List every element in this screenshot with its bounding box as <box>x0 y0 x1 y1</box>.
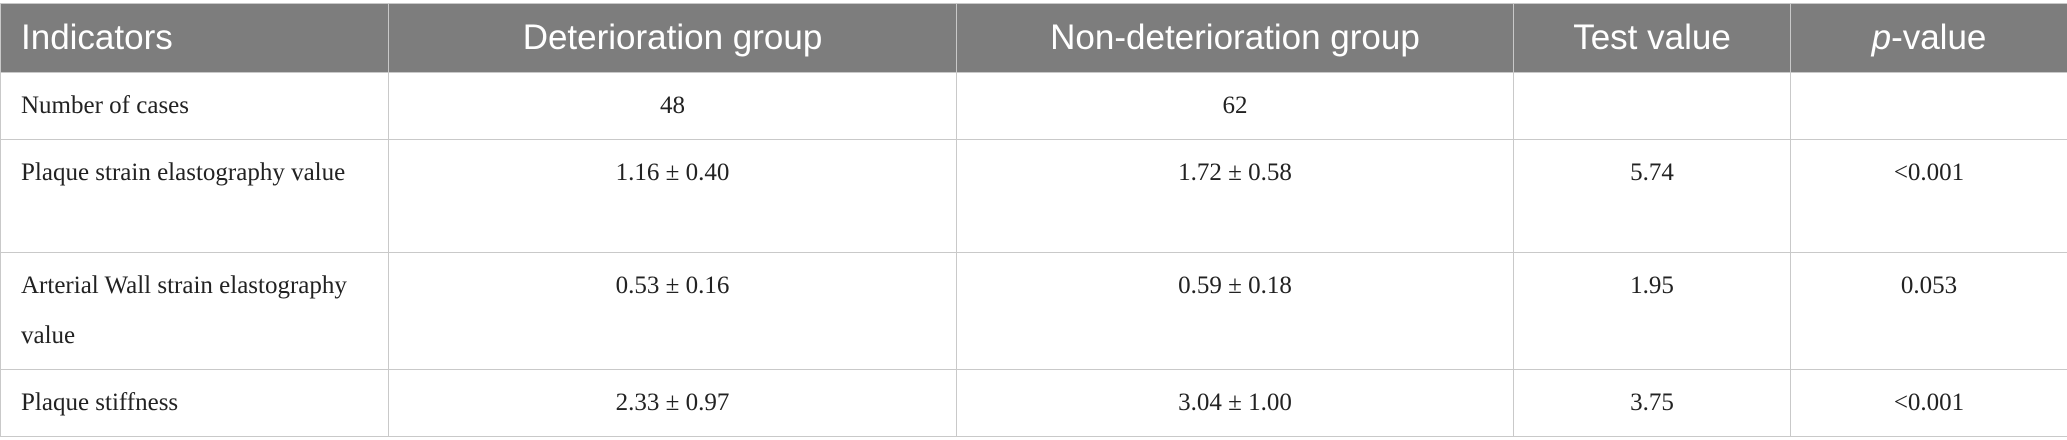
table-cell: 5.74 <box>1514 140 1791 253</box>
table-cell: Arterial Wall strain elastography value <box>1 253 389 370</box>
header-cell: Deterioration group <box>389 4 957 73</box>
table-cell: 3.75 <box>1514 370 1791 437</box>
table-cell: 62 <box>957 73 1514 140</box>
page: {"table": { "header": ["Indicators", "De… <box>0 3 2067 440</box>
table-cell: 0.053 <box>1791 253 2067 370</box>
table-cell: 48 <box>389 73 957 140</box>
table-cell: 2.33 ± 0.97 <box>389 370 957 437</box>
table-cell: 0.53 ± 0.16 <box>389 253 957 370</box>
header-cell: Indicators <box>1 4 389 73</box>
table-cell: <0.001 <box>1791 370 2067 437</box>
table-cell: 0.59 ± 0.18 <box>957 253 1514 370</box>
table-cell: Plaque stiffness <box>1 370 389 437</box>
table-cell: 3.04 ± 1.00 <box>957 370 1514 437</box>
header-cell: Non-deterioration group <box>957 4 1514 73</box>
table-cell: 1.95 <box>1514 253 1791 370</box>
header-cell: p-value <box>1791 4 2067 73</box>
empty-cell <box>1514 73 1791 140</box>
empty-cell <box>1791 73 2067 140</box>
table-cell: 1.72 ± 0.58 <box>957 140 1514 253</box>
table-cell: Number of cases <box>1 73 389 140</box>
table-cell: Plaque strain elastography value <box>1 140 389 253</box>
table-cell: 1.16 ± 0.40 <box>389 140 957 253</box>
table-cell: <0.001 <box>1791 140 2067 253</box>
header-cell: Test value <box>1514 4 1791 73</box>
